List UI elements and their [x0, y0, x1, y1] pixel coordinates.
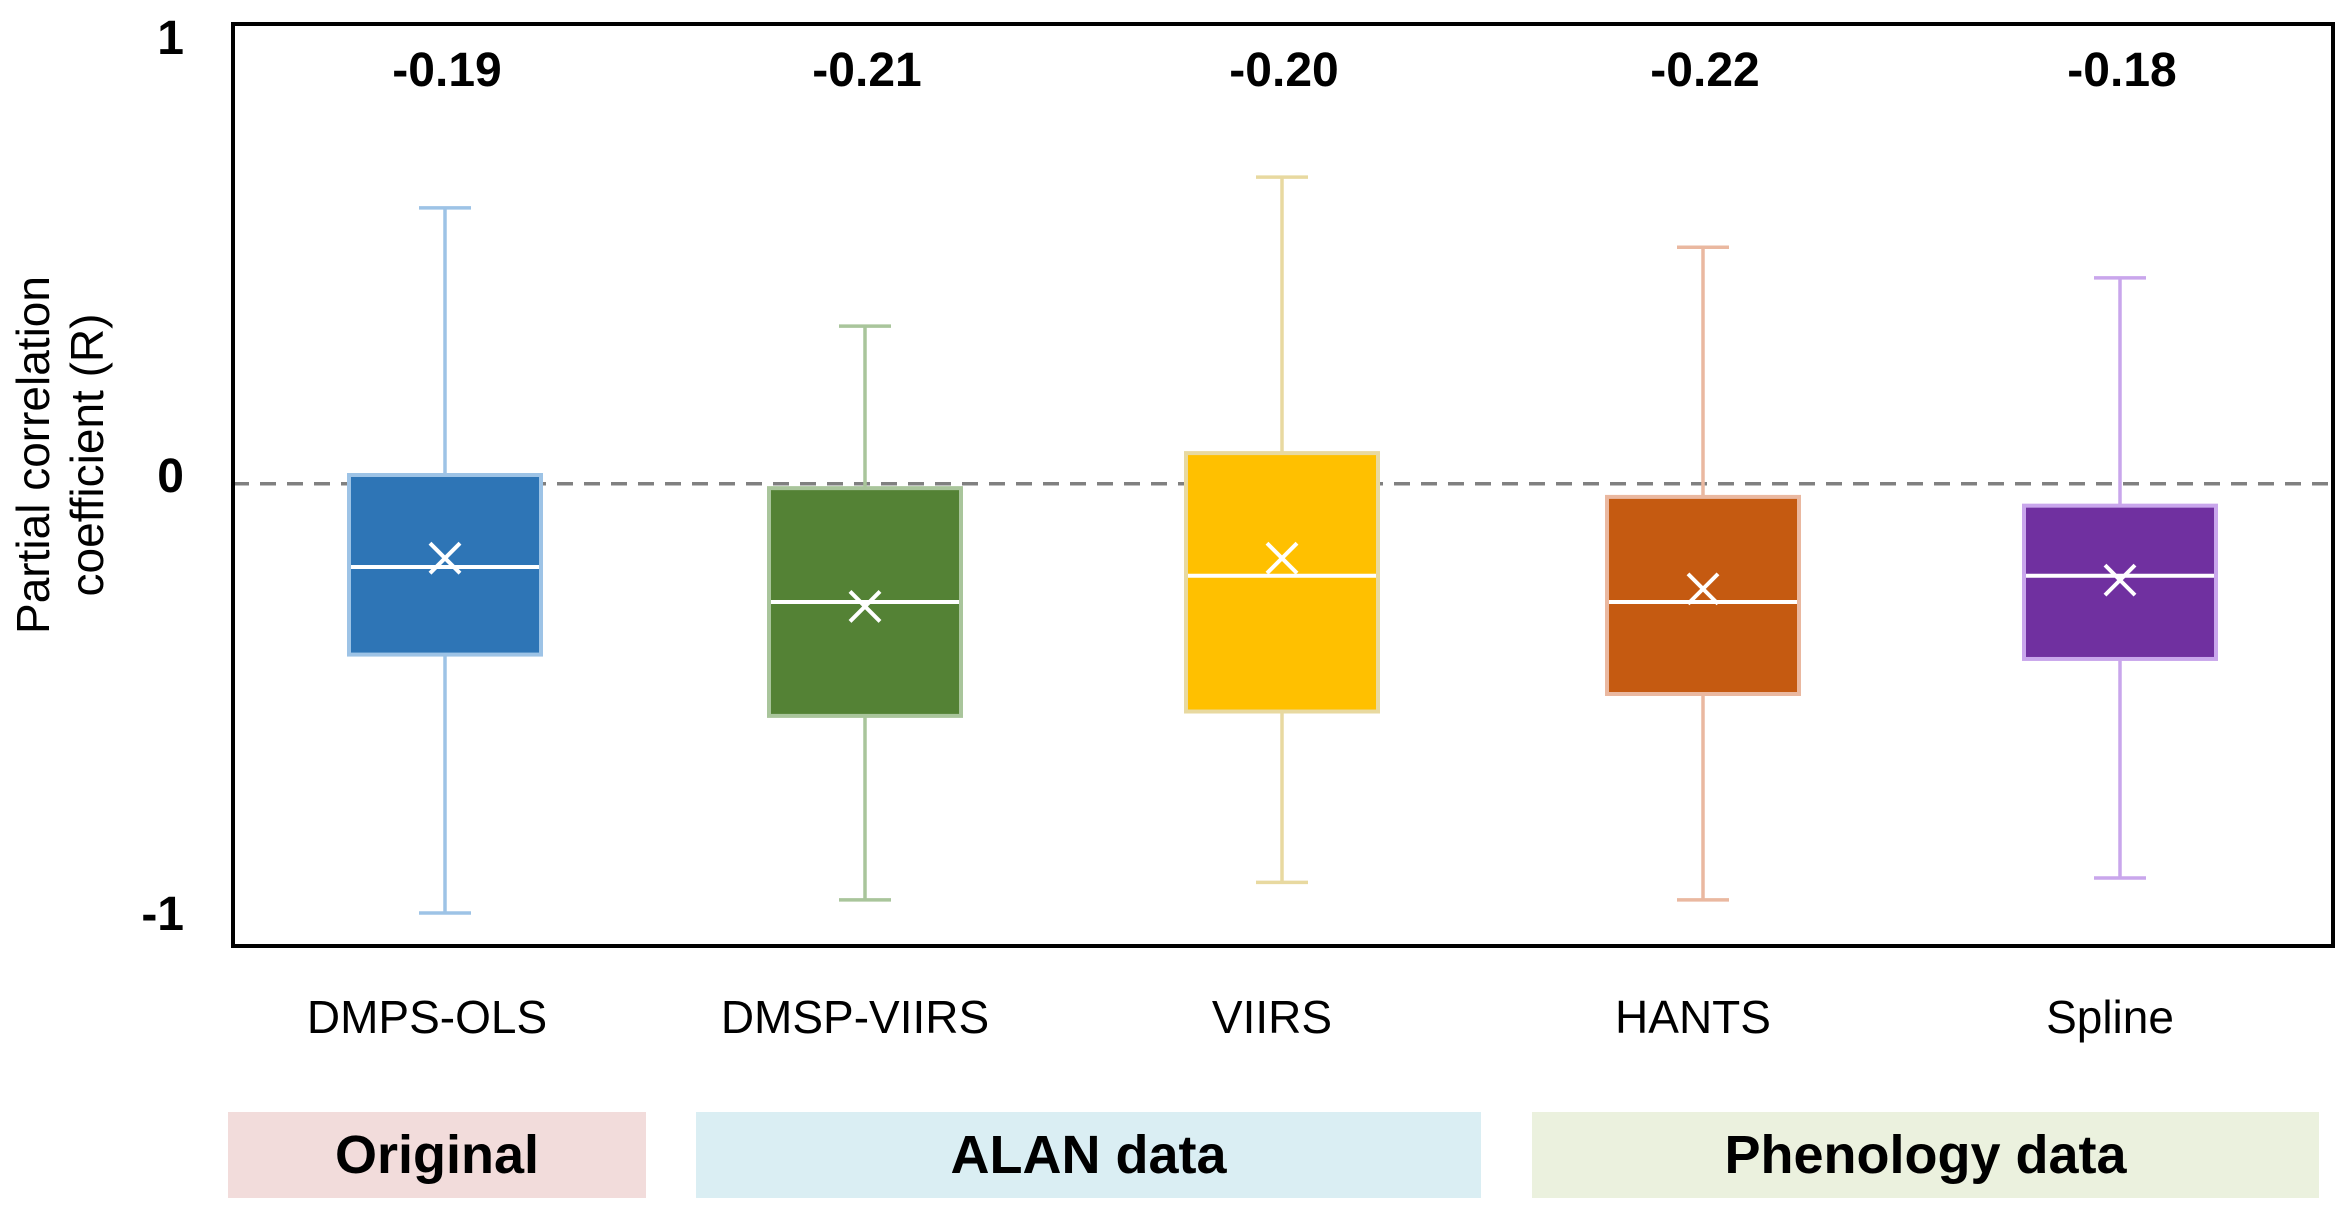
group-label-phenology-data: Phenology data: [1724, 1125, 2127, 1185]
group-band-original: Original: [228, 1112, 646, 1198]
y-tick-label: -1: [141, 888, 184, 941]
x-tick-label: DMPS-OLS: [307, 991, 547, 1043]
mean-marker: [1265, 541, 1299, 575]
y-axis-label-line1: Partial correlation: [7, 276, 59, 634]
group-label-alan-data: ALAN data: [950, 1125, 1227, 1185]
y-axis-label-line2: coefficient (R): [61, 313, 113, 597]
mean-annotation: -0.22: [1650, 44, 1759, 97]
box-viirs: [1184, 451, 1380, 714]
x-tick-label: Spline: [2046, 991, 2174, 1043]
y-tick-label: 1: [157, 12, 184, 65]
x-tick-label: DMSP-VIIRS: [721, 991, 989, 1043]
mean-marker: [848, 589, 882, 623]
mean-annotation: -0.20: [1229, 44, 1338, 97]
mean-annotation: -0.18: [2067, 44, 2176, 97]
mean-annotation: -0.21: [812, 44, 921, 97]
y-tick-label: 0: [157, 450, 184, 503]
x-tick-label: VIIRS: [1212, 991, 1332, 1043]
group-band-alan-data: ALAN data: [696, 1112, 1481, 1198]
x-tick-label: HANTS: [1615, 991, 1771, 1043]
mean-annotation: -0.19: [392, 44, 501, 97]
group-label-original: Original: [334, 1125, 540, 1185]
box-dmps-ols: [347, 473, 543, 657]
mean-marker: [428, 541, 462, 575]
box-hants: [1605, 494, 1801, 696]
plot-frame: [231, 22, 2335, 948]
group-band-phenology-data: Phenology data: [1532, 1112, 2319, 1198]
mean-marker: [1686, 572, 1720, 606]
mean-marker: [2103, 563, 2137, 597]
